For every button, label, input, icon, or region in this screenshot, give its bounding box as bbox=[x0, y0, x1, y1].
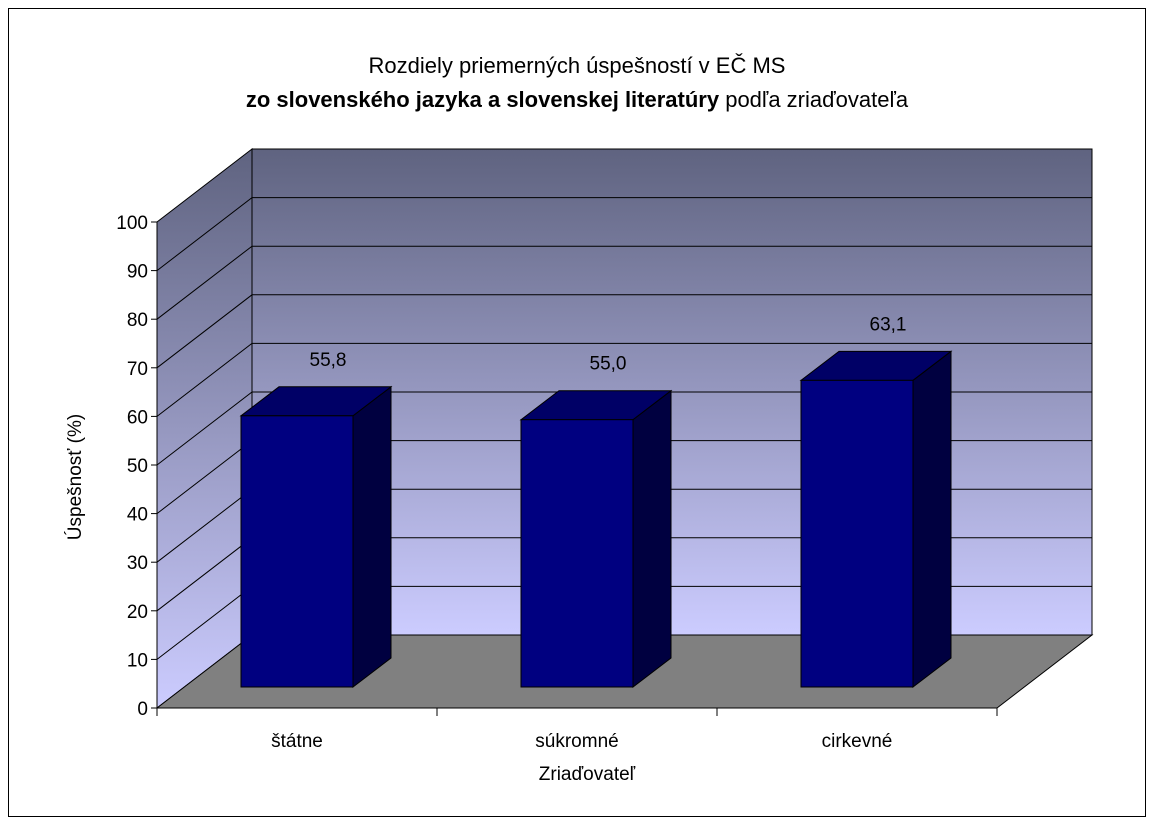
chart-title: Rozdiely priemerných úspešností v EČ MS … bbox=[0, 49, 1154, 117]
data-label: 63,1 bbox=[870, 314, 907, 335]
chart-title-rest: podľa zriaďovateľa bbox=[719, 87, 909, 112]
y-tick-label: 90 bbox=[127, 262, 148, 283]
x-tick-label: cirkevné bbox=[822, 731, 893, 752]
y-tick-label: 20 bbox=[127, 602, 148, 623]
bar-front bbox=[800, 379, 914, 688]
gridline bbox=[156, 342, 1092, 417]
bar-side bbox=[352, 385, 392, 689]
y-axis-title: Úspešnosť (%) bbox=[64, 414, 86, 540]
y-tick-label: 80 bbox=[127, 310, 148, 331]
bar-front bbox=[520, 419, 634, 688]
gridline bbox=[156, 245, 1092, 320]
bar-side bbox=[632, 389, 672, 689]
bar-front bbox=[240, 415, 354, 688]
gridline bbox=[156, 197, 1092, 271]
bars bbox=[239, 350, 953, 689]
data-label: 55,8 bbox=[310, 350, 347, 371]
x-tick-label: štátne bbox=[271, 731, 323, 752]
labels: 55,8 55,0 63,1 Zriaďovateľ Úspešnosť (%) bbox=[64, 314, 906, 785]
y-tick-label: 40 bbox=[127, 505, 148, 526]
x-tick-label: súkromné bbox=[535, 731, 618, 752]
y-tick-label: 30 bbox=[127, 553, 148, 574]
bar-side bbox=[912, 350, 952, 689]
y-tick-label: 100 bbox=[116, 213, 148, 234]
bar bbox=[519, 389, 673, 689]
data-label: 55,0 bbox=[590, 354, 627, 375]
y-tick-label: 70 bbox=[127, 359, 148, 380]
y-tick-label: 10 bbox=[127, 650, 148, 671]
axes: 0 10 20 30 40 50 60 70 80 90 100 štátne súkromné cirk… bbox=[116, 213, 998, 752]
chart-title-bold: zo slovenského jazyka a slovenskej liter… bbox=[245, 87, 720, 112]
y-tick-label: 60 bbox=[127, 407, 148, 428]
gridline bbox=[156, 294, 1092, 369]
chart-title-line2: zo slovenského jazyka a slovenskej liter… bbox=[0, 83, 1154, 117]
bar bbox=[239, 385, 393, 689]
y-tick-label: 0 bbox=[137, 699, 148, 720]
x-axis-title: Zriaďovateľ bbox=[539, 764, 636, 785]
y-tick-label: 50 bbox=[127, 456, 148, 477]
bar bbox=[799, 350, 953, 689]
chart-title-line1: Rozdiely priemerných úspešností v EČ MS bbox=[368, 53, 786, 78]
